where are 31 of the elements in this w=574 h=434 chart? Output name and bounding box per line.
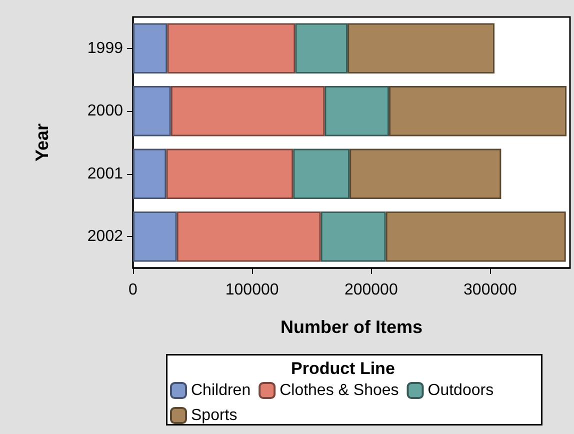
bar <box>386 212 566 262</box>
bar <box>293 148 350 199</box>
bar <box>133 86 171 136</box>
bar <box>133 212 177 262</box>
bar <box>170 86 325 136</box>
legend-label: Children <box>191 382 251 399</box>
y-tick-label: 2002 <box>87 228 124 246</box>
bar <box>166 148 294 199</box>
bar <box>389 86 567 136</box>
x-tick-label: 200000 <box>344 282 398 298</box>
x-tick-label: 300000 <box>464 282 518 298</box>
legend-label: Sports <box>191 407 238 424</box>
y-tick-label: 1999 <box>87 40 124 57</box>
y-tick-label: 2001 <box>87 165 124 182</box>
x-tick-label: 0 <box>128 282 138 298</box>
bar <box>324 86 390 136</box>
x-axis-title: Number of Items <box>280 317 423 337</box>
bar <box>350 148 502 199</box>
bar <box>176 212 321 262</box>
bar <box>348 23 495 74</box>
legend-label: Clothes & Shoes <box>280 382 399 399</box>
legend-title: Product Line <box>291 359 395 378</box>
y-axis-title: Year <box>32 123 52 162</box>
bar <box>133 23 168 74</box>
bar <box>295 23 348 74</box>
bar <box>133 148 166 199</box>
x-tick-label: 100000 <box>225 282 279 298</box>
bar <box>167 23 296 74</box>
legend-label: Outdoors <box>428 382 494 399</box>
y-tick-label: 2000 <box>87 102 124 120</box>
bar <box>320 212 386 262</box>
